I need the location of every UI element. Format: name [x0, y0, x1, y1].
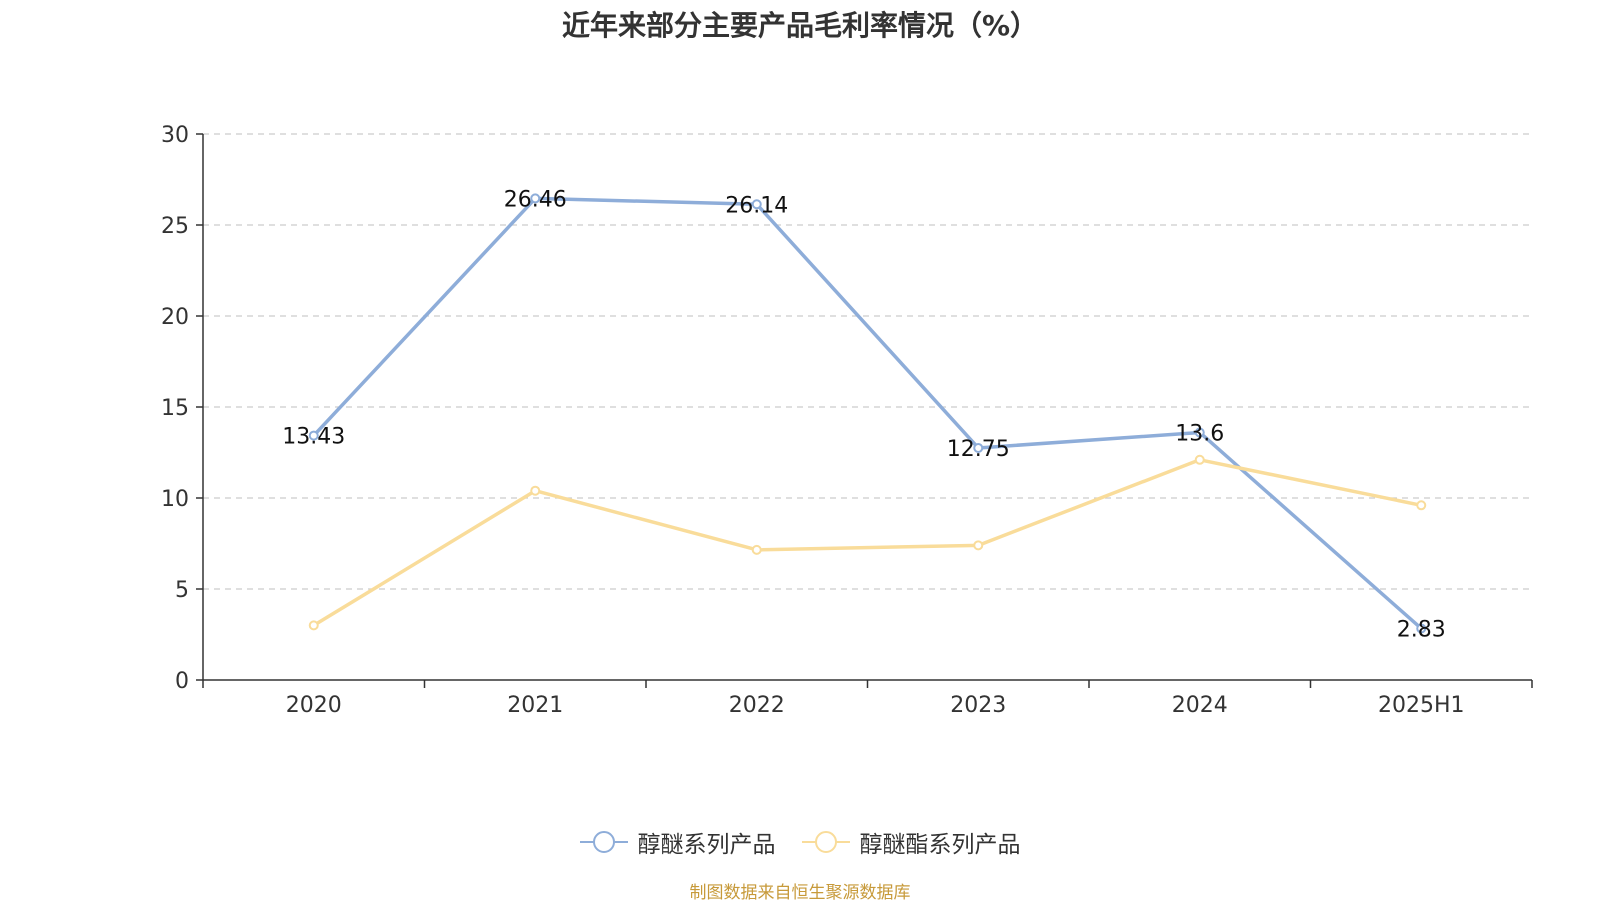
axes: 0 5 10 15 20 25 30 2020 2021 2022 2023 2024 2025H1: [161, 123, 1533, 718]
y-tick-label-20: 20: [161, 305, 189, 330]
y-tick-label-0: 0: [175, 669, 189, 694]
x-tick-label-2021: 2021: [507, 693, 563, 718]
y-tick-label-10: 10: [161, 487, 189, 512]
y-tick-label-15: 15: [161, 396, 189, 421]
data-labels: 13.43 26.46 26.14 12.75 13.6 2.83: [282, 187, 1445, 642]
series: [308, 193, 1427, 634]
data-label-series-1-2023: 12.75: [947, 437, 1010, 462]
chart-title: 近年来部分主要产品毛利率情况（%）: [561, 9, 1039, 42]
legend-item-series-1[interactable]: 醇醚系列产品: [579, 825, 776, 859]
series-1-point-2025H1: [1416, 623, 1427, 634]
y-tick-label-30: 30: [161, 123, 189, 148]
data-label-series-1-2024: 13.6: [1175, 421, 1224, 446]
data-label-series-1-2021: 26.46: [504, 187, 567, 212]
legend-marker-series-1: [579, 831, 628, 853]
series-1-point-2022: [751, 199, 762, 210]
series-2-point-2020: [308, 620, 319, 631]
series-2-point-2021: [530, 485, 541, 496]
x-tick-label-2020: 2020: [286, 693, 342, 718]
series-2-point-2025H1: [1416, 500, 1427, 511]
legend-label-series-1: 醇醚系列产品: [637, 832, 776, 858]
data-label-series-1-2022: 26.14: [725, 193, 788, 218]
x-tick-label-2024: 2024: [1172, 693, 1228, 718]
legend-label-series-2: 醇醚酯系列产品: [859, 832, 1021, 858]
source-note: 制图数据来自恒生聚源数据库: [689, 883, 911, 903]
data-label-series-1-2025H1: 2.83: [1397, 617, 1446, 642]
legend-item-series-2[interactable]: 醇醚酯系列产品: [801, 825, 1021, 859]
series-1-point-2024: [1194, 427, 1205, 438]
series-2-point-2022: [751, 544, 762, 555]
data-label-series-1-2020: 13.43: [282, 425, 345, 450]
series-2-point-2024: [1194, 454, 1205, 465]
grid-lines: [203, 133, 1532, 590]
series-line-1: [312, 196, 1423, 630]
series-1-point-2020: [308, 430, 319, 441]
series-2-point-2023: [973, 540, 984, 551]
series-line-2: [312, 458, 1422, 627]
y-tick-label-25: 25: [161, 214, 189, 239]
series-1-point-2021: [530, 193, 541, 204]
y-tick-label-5: 5: [175, 578, 189, 603]
x-tick-label-2022: 2022: [729, 693, 785, 718]
legend-marker-series-2: [801, 831, 850, 853]
x-tick-label-2025H1: 2025H1: [1378, 693, 1465, 718]
legend: 醇醚系列产品 醇醚酯系列产品: [0, 825, 1600, 859]
x-tick-label-2023: 2023: [950, 693, 1006, 718]
series-1-point-2023: [973, 442, 984, 453]
